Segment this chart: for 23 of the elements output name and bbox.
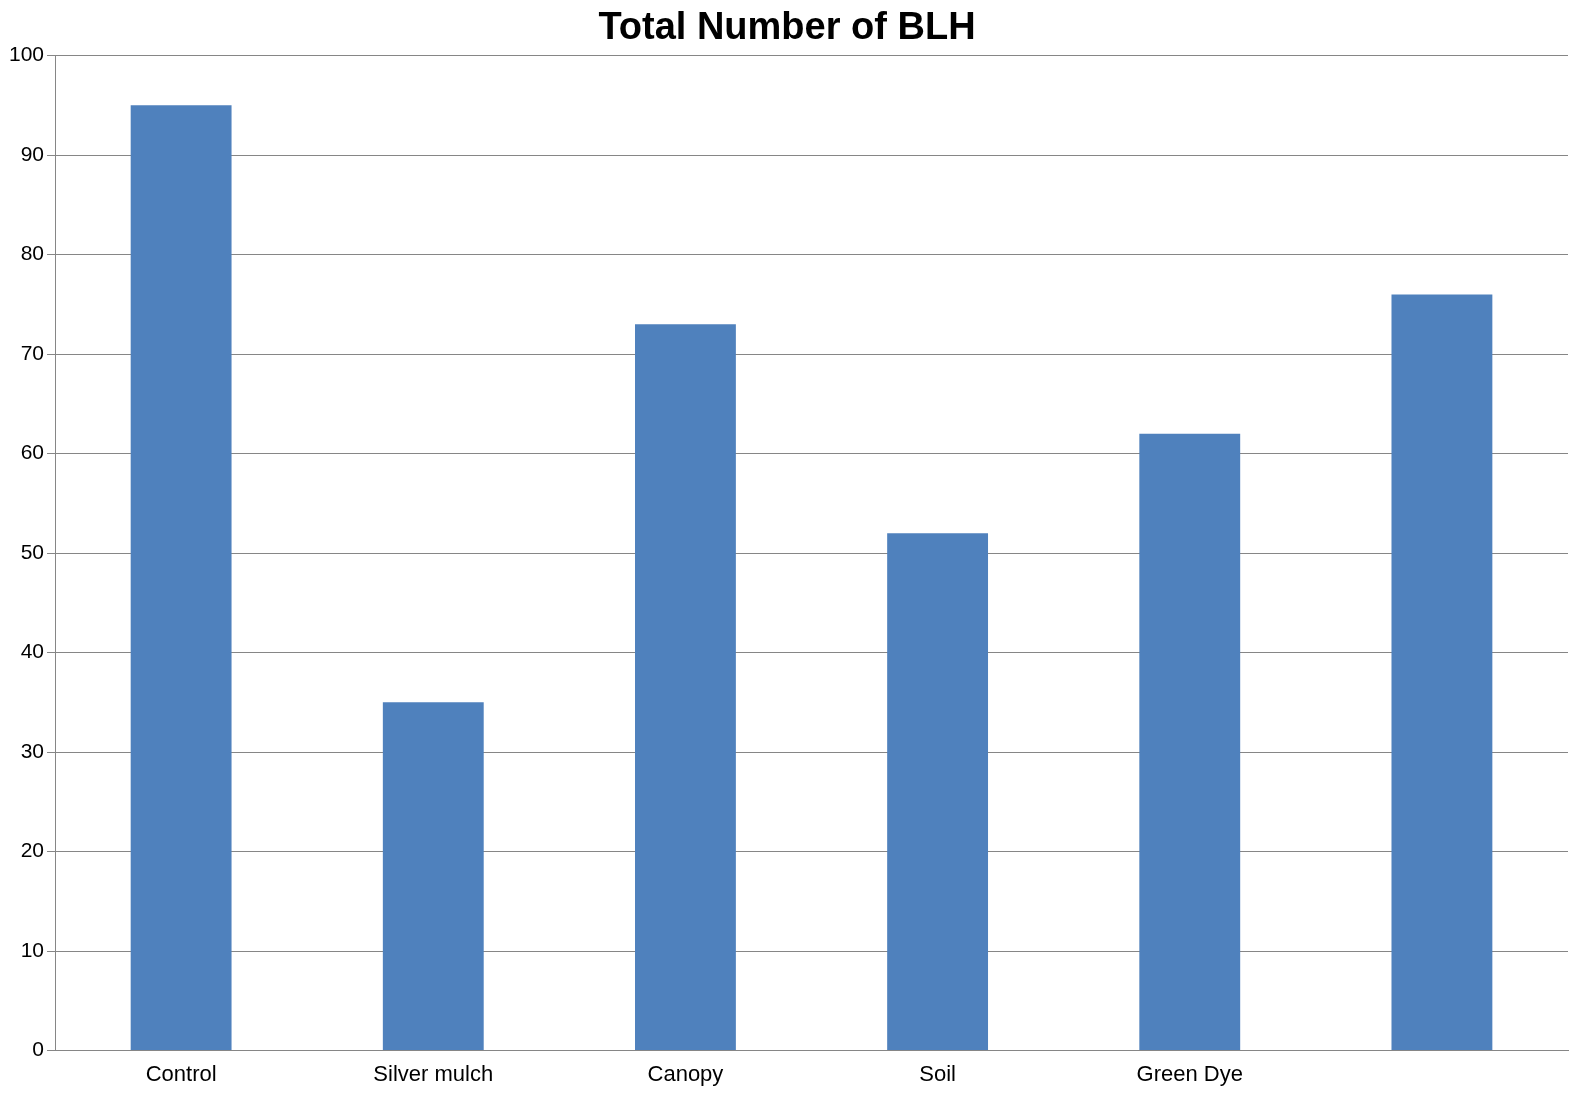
x-tick-label: Soil [919, 1060, 956, 1086]
y-tick-label: 40 [20, 639, 45, 663]
y-tick-label: 100 [8, 42, 45, 66]
y-tick-label: 20 [20, 838, 45, 862]
bar [382, 702, 484, 1051]
y-tick-label: 10 [20, 937, 45, 961]
x-tick-label: Canopy [647, 1060, 724, 1086]
x-tick-label: Silver mulch [373, 1060, 494, 1086]
y-tick-label: 30 [20, 738, 45, 762]
y-tick-label: 60 [20, 440, 45, 464]
bar [1139, 433, 1241, 1051]
chart-title: Total Number of BLH [598, 5, 976, 48]
y-tick-label: 80 [20, 241, 45, 265]
x-tick-label: Control [145, 1060, 217, 1086]
bar [130, 105, 232, 1051]
x-tick-label: Green Dye [1136, 1060, 1243, 1086]
y-tick-label: 90 [20, 141, 45, 165]
y-tick-label: 0 [32, 1037, 45, 1061]
bar [1391, 294, 1493, 1051]
bar [635, 324, 736, 1051]
bar [887, 533, 989, 1051]
y-tick-label: 70 [20, 340, 45, 364]
y-tick-label: 50 [20, 539, 45, 563]
